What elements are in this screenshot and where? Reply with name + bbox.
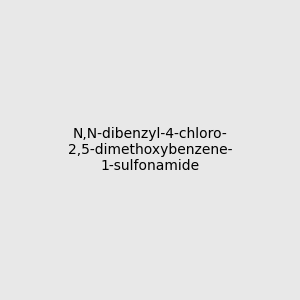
Text: N,N-dibenzyl-4-chloro-
2,5-dimethoxybenzene-
1-sulfonamide: N,N-dibenzyl-4-chloro- 2,5-dimethoxybenz… [68,127,232,173]
